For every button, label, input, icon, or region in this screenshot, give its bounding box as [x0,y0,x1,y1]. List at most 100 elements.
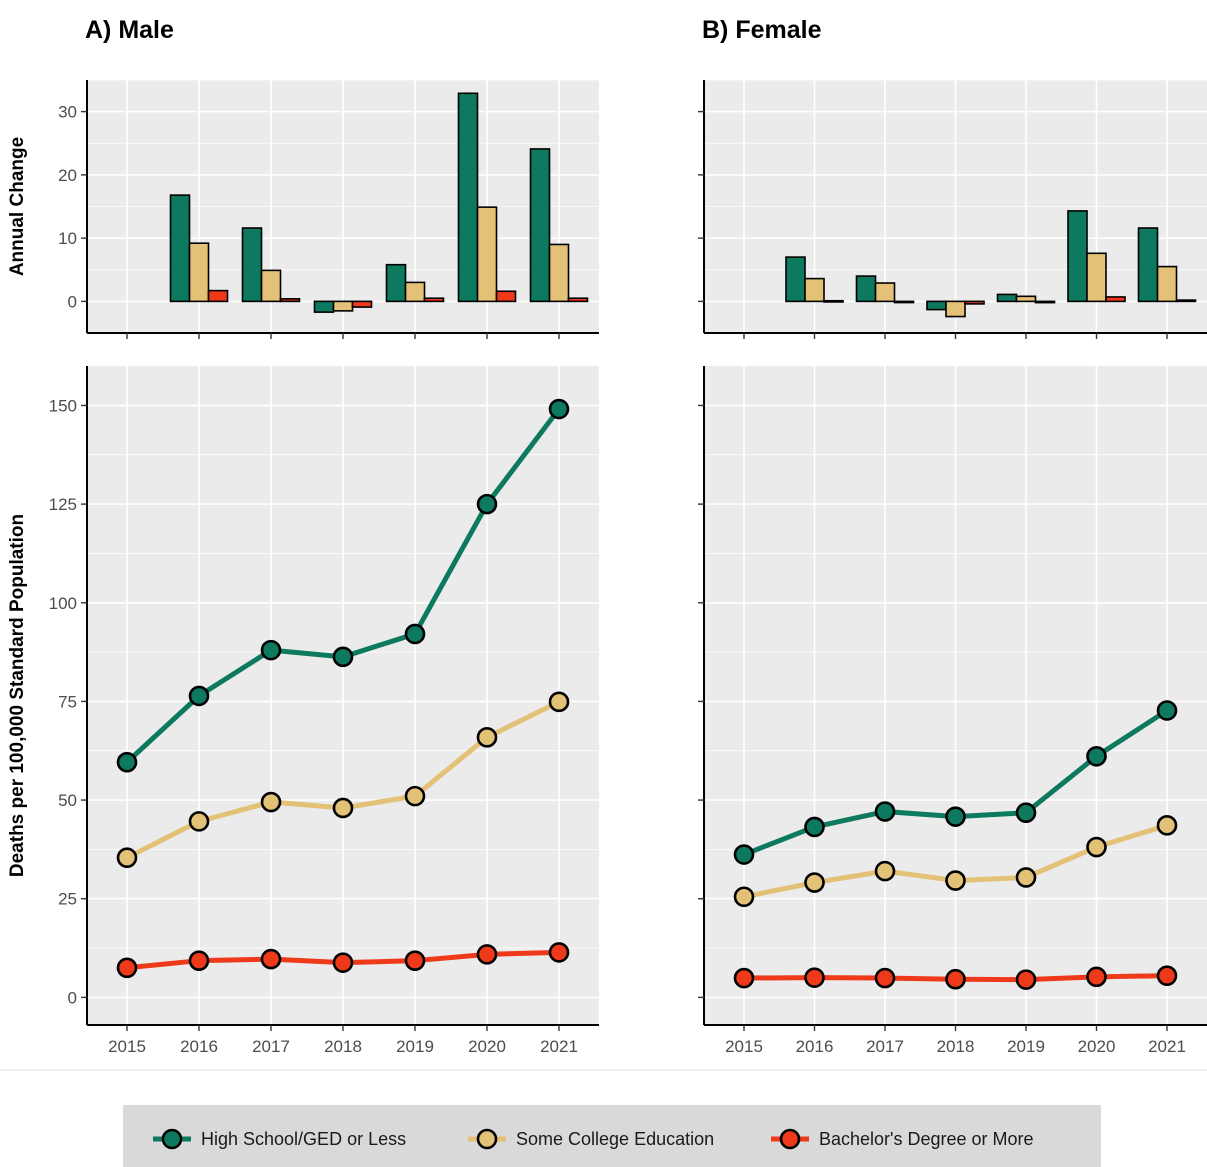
panel-male: A) Male 0 10 20 30 Annual Change 0 25 50 75 100 125… [7,16,599,1056]
legend-key-point [779,1128,801,1150]
legend-item: High School/GED or Less [153,1128,406,1150]
point-2018-s0 [945,806,966,827]
legend-label: Bachelor's Degree or More [819,1129,1034,1149]
point-2019-s1 [404,785,426,807]
bar-2017-s0 [855,275,877,303]
point-2016-s1 [188,811,210,832]
point-2017-s2 [874,967,896,989]
deaths-chart: 2015 2016 2017 2018 2019 2020 2021 [698,366,1207,1056]
point-2021-s2 [1156,965,1178,986]
point-2017-s2 [260,948,282,970]
point-2020-s1 [1086,836,1107,858]
point-2017-s1 [260,791,282,813]
y-tick-label: 20 [58,166,77,185]
x-tick-label: 2017 [252,1037,290,1056]
bar-2018-s0 [926,300,947,311]
bar-2019-s0 [385,263,407,303]
x-tick-label: 2017 [866,1037,904,1056]
bar-2016-s0 [785,256,806,303]
point-2019-s2 [1015,969,1037,990]
bar-2021-s2 [567,297,589,303]
legend-key-point [476,1128,498,1150]
y-tick-label: 0 [68,292,77,311]
bar-2017-s1 [874,282,896,303]
point-2016-s0 [804,816,825,838]
point-2021-s0 [548,398,570,420]
bar-2020-s1 [476,206,498,303]
point-2016-s0 [188,685,210,707]
y-axis-title: Annual Change [7,137,28,276]
point-2020-s0 [476,493,498,515]
y-tick-label: 100 [49,594,77,613]
point-2019-s2 [404,950,426,971]
annual-change-chart [698,79,1207,339]
point-2015-s0 [733,844,755,865]
point-2015-s2 [116,957,138,979]
legend-key-point [161,1128,183,1150]
bar-2020-s0 [457,92,479,303]
bar-2021-s0 [529,148,551,303]
bar-2016-s2 [823,299,844,303]
legend: High School/GED or Less Some College Educ… [123,1105,1101,1167]
bar-2021-s1 [548,243,570,303]
x-tick-label: 2020 [468,1037,506,1056]
x-tick-label: 2019 [396,1037,434,1056]
point-2015-s0 [116,751,138,773]
point-2015-s1 [116,847,138,868]
point-2020-s2 [1086,966,1107,988]
y-tick-label: 10 [58,229,77,248]
bar-2018-s1 [945,300,966,318]
legend-item: Some College Education [468,1128,714,1150]
bar-2017-s1 [260,269,282,303]
y-tick-label: 75 [58,692,77,711]
bar-2021-s2 [1175,299,1197,303]
panel-title: B) Female [702,16,822,44]
bar-2018-s1 [332,300,354,312]
bar-2020-s0 [1067,210,1088,303]
bar-2016-s2 [207,289,229,303]
y-tick-label: 0 [68,988,77,1007]
y-tick-label: 25 [58,890,77,909]
point-2020-s2 [476,944,498,965]
point-2018-s0 [332,646,354,668]
point-2019-s0 [1015,802,1037,823]
x-tick-label: 2018 [937,1037,975,1056]
y-tick-label: 150 [49,396,77,415]
y-axis-title: Deaths per 100,000 Standard Population [7,514,28,877]
x-tick-label: 2021 [1148,1037,1186,1056]
point-2021-s2 [548,942,570,963]
bars [169,92,589,313]
bar-2021-s1 [1156,265,1178,303]
x-tick-label: 2018 [324,1037,362,1056]
bar-2017-s0 [241,227,263,303]
point-2017-s0 [874,801,896,822]
point-2016-s2 [804,967,825,988]
deaths-chart: 0 25 50 75 100 125 150 2015 2016 2017 2018 2019 2020… [7,366,599,1056]
point-2016-s2 [188,950,210,971]
bar-2016-s1 [804,277,825,303]
legend-background [123,1105,1101,1167]
annual-change-chart: 0 10 20 30 Annual Change [7,79,599,339]
bar-2016-s0 [169,194,191,303]
point-2018-s2 [332,952,354,973]
point-2015-s1 [733,886,755,908]
point-2021-s1 [1156,815,1178,836]
y-tick-label: 50 [58,791,77,810]
point-2019-s0 [404,623,426,645]
bar-2019-s2 [423,297,445,303]
point-2015-s2 [733,967,755,989]
x-tick-label: 2019 [1007,1037,1045,1056]
bar-2018-s2 [351,300,373,308]
bar-2019-s1 [404,281,426,303]
bar-2017-s2 [279,298,301,303]
bar-2020-s1 [1086,252,1107,303]
bar-2020-s2 [495,290,517,303]
bar-2020-s2 [1105,296,1126,303]
bars [785,210,1197,318]
bar-2019-s1 [1015,295,1037,303]
point-2019-s1 [1015,867,1037,888]
point-2018-s1 [945,870,966,891]
point-2017-s0 [260,639,282,661]
legend-label: High School/GED or Less [201,1129,406,1149]
